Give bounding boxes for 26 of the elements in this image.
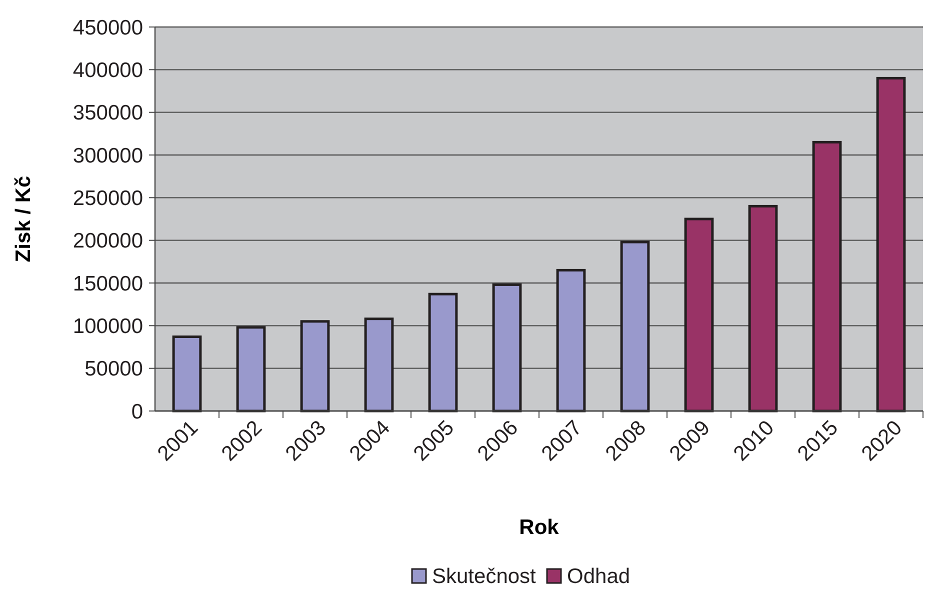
legend-label: Odhad [567, 565, 630, 588]
bar [364, 318, 394, 412]
y-tick-label: 250000 [72, 187, 143, 210]
y-tick-label: 350000 [72, 102, 143, 125]
bar [428, 292, 458, 412]
y-tick-label: 400000 [72, 59, 143, 82]
y-tick-label: 150000 [72, 272, 143, 296]
bar [876, 76, 906, 412]
bar [812, 140, 842, 412]
bar [492, 283, 522, 412]
bar [556, 268, 586, 412]
bar [236, 326, 266, 412]
y-tick-label: 450000 [72, 16, 143, 40]
bar [748, 204, 778, 412]
bar [684, 218, 714, 412]
y-axis-title: Zisk / Kč [12, 176, 35, 262]
y-tick-label: 200000 [72, 230, 143, 253]
x-axis-title: Rok [519, 516, 560, 539]
y-tick-label: 0 [131, 400, 143, 424]
legend-label: Skutečnost [432, 565, 536, 588]
y-tick-label: 100000 [72, 315, 143, 338]
y-tick-label: 50000 [84, 358, 143, 381]
bar [300, 320, 330, 412]
bar [620, 240, 650, 412]
bar [172, 336, 202, 412]
y-tick-label: 300000 [72, 144, 143, 168]
